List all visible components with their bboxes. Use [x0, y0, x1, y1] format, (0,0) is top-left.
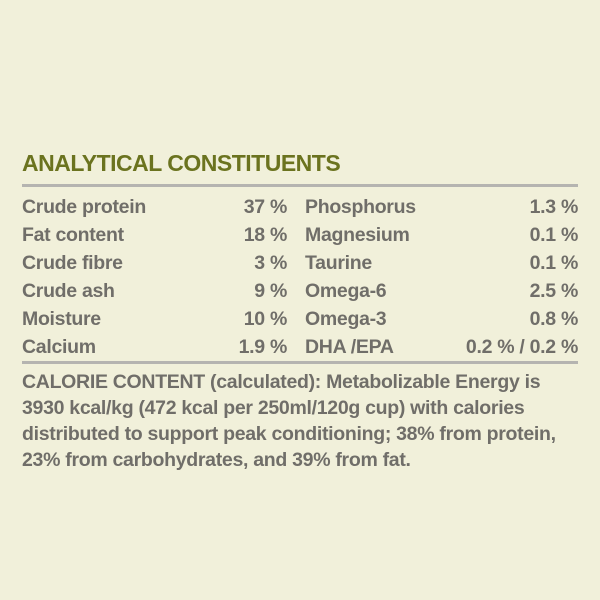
constituent-value: 0.8 %	[529, 308, 579, 330]
row-left-pair: Crude protein 37 %	[22, 193, 287, 221]
table-row: Crude protein 37 % Phosphorus 1.3 %	[22, 193, 578, 221]
constituent-value: 37 %	[243, 196, 288, 218]
divider-top	[22, 184, 578, 187]
constituent-name: Omega-3	[305, 308, 387, 330]
table-row: Moisture 10 % Omega-3 0.8 %	[22, 305, 578, 333]
constituent-value: 0.1 %	[529, 252, 579, 274]
row-right-pair: Taurine 0.1 %	[305, 249, 578, 277]
calorie-content-line: distributed to support peak conditioning…	[22, 423, 556, 445]
row-left-pair: Crude ash 9 %	[22, 277, 287, 305]
calorie-content-line: CALORIE CONTENT (calculated): Metaboliza…	[22, 371, 541, 393]
constituent-name: Fat content	[22, 224, 124, 246]
constituent-name: Crude ash	[22, 280, 115, 302]
constituent-value: 1.3 %	[529, 196, 579, 218]
calorie-content-line: 23% from carbohydrates, and 39% from fat…	[22, 449, 411, 471]
constituent-name: Omega-6	[305, 280, 387, 302]
constituent-name: Magnesium	[305, 224, 410, 246]
constituent-name: Taurine	[305, 252, 372, 274]
table-row: Crude ash 9 % Omega-6 2.5 %	[22, 277, 578, 305]
constituent-value: 2.5 %	[529, 280, 579, 302]
row-right-pair: Phosphorus 1.3 %	[305, 193, 578, 221]
constituent-name: Crude fibre	[22, 252, 123, 274]
constituent-value: 9 %	[254, 280, 287, 302]
calorie-content-paragraph: CALORIE CONTENT (calculated): Metaboliza…	[22, 369, 578, 473]
row-right-pair: Omega-3 0.8 %	[305, 305, 578, 333]
constituents-table: Crude protein 37 % Phosphorus 1.3 % Fat …	[22, 193, 578, 361]
constituent-value: 1.9 %	[238, 336, 288, 358]
table-row: Calcium 1.9 % DHA /EPA 0.2 % / 0.2 %	[22, 333, 578, 361]
row-left-pair: Fat content 18 %	[22, 221, 287, 249]
constituent-value: 18 %	[243, 224, 288, 246]
analytical-constituents-title: ANALYTICAL CONSTITUENTS	[22, 150, 341, 176]
constituent-value: 0.1 %	[529, 224, 579, 246]
row-right-pair: DHA /EPA 0.2 % / 0.2 %	[305, 333, 578, 361]
constituent-value: 3 %	[254, 252, 287, 274]
row-left-pair: Moisture 10 %	[22, 305, 287, 333]
constituent-name: DHA /EPA	[305, 336, 394, 358]
constituent-value: 0.2 % / 0.2 %	[465, 336, 578, 358]
constituent-name: Calcium	[22, 336, 96, 358]
table-row: Crude fibre 3 % Taurine 0.1 %	[22, 249, 578, 277]
constituent-name: Crude protein	[22, 196, 146, 218]
constituent-value: 10 %	[243, 308, 288, 330]
calorie-content-line: 3930 kcal/kg (472 kcal per 250ml/120g cu…	[22, 397, 525, 419]
row-left-pair: Crude fibre 3 %	[22, 249, 287, 277]
row-left-pair: Calcium 1.9 %	[22, 333, 287, 361]
constituent-name: Phosphorus	[305, 196, 416, 218]
row-right-pair: Omega-6 2.5 %	[305, 277, 578, 305]
nutrition-label: ANALYTICAL CONSTITUENTS Crude protein 37…	[22, 150, 578, 473]
row-right-pair: Magnesium 0.1 %	[305, 221, 578, 249]
table-row: Fat content 18 % Magnesium 0.1 %	[22, 221, 578, 249]
divider-bottom	[22, 361, 578, 364]
constituent-name: Moisture	[22, 308, 101, 330]
